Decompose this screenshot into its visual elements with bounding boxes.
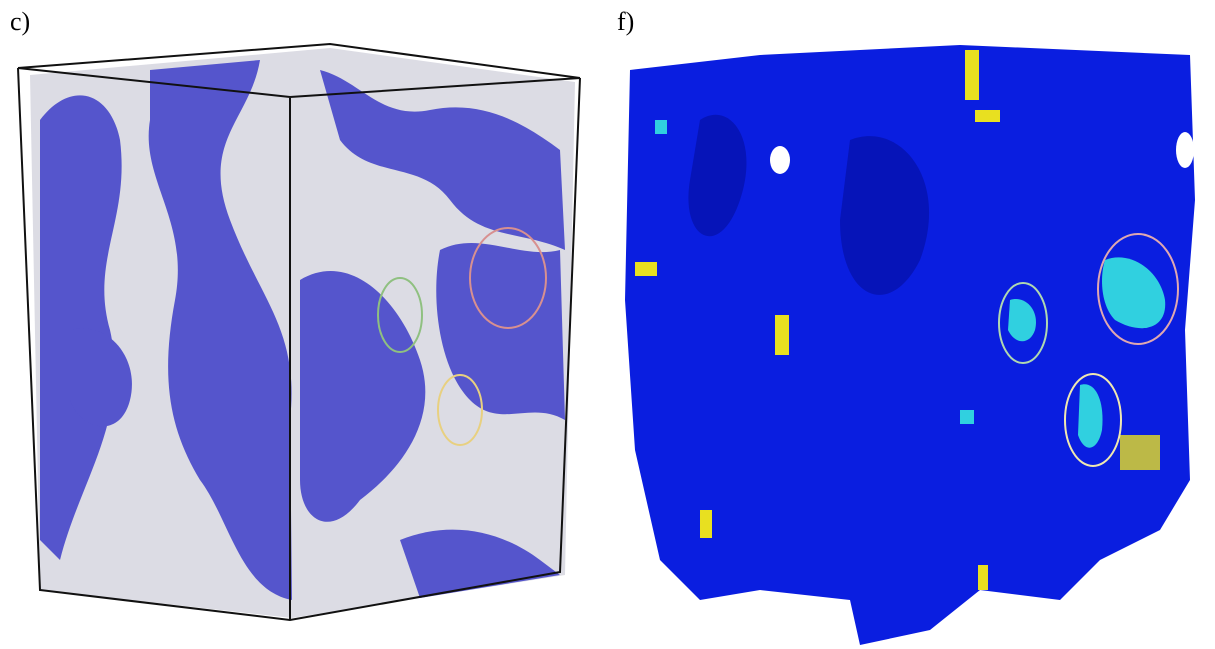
panel-label: f) (617, 7, 634, 36)
figure: c) f) (0, 0, 1215, 649)
left-render (18, 44, 580, 620)
panel-label: c) (10, 7, 30, 36)
right-render (625, 45, 1195, 645)
